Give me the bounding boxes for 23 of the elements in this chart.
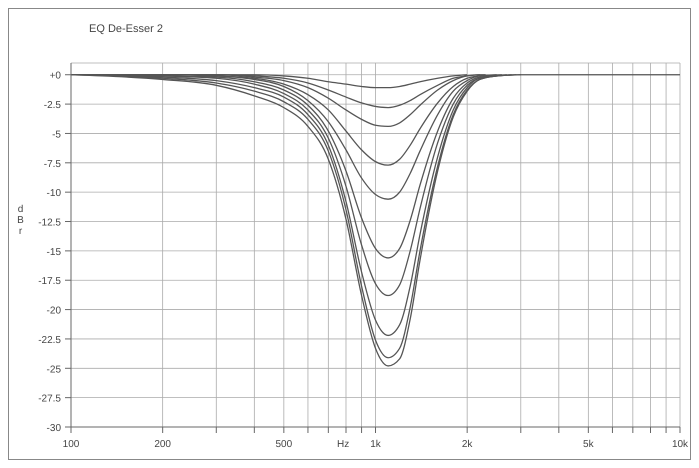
chart-title: EQ De-Esser 2: [89, 23, 163, 35]
y-tick-label: -2.5: [44, 100, 62, 112]
x-tick-label: 500: [275, 439, 293, 450]
y-tick-label: -20: [46, 306, 62, 317]
y-axis-title: dBr: [15, 204, 26, 237]
y-tick-label: -10: [46, 188, 62, 200]
x-tick-label: 5k: [583, 439, 595, 450]
y-tick-label: +0: [50, 70, 62, 82]
x-tick-label: 1k: [370, 439, 382, 450]
x-tick-label: 10k: [672, 439, 690, 450]
y-tick-label: -12.5: [38, 218, 62, 229]
y-tick-label: -5: [52, 129, 62, 140]
x-tick-label: 200: [154, 439, 172, 450]
y-tick-label: -17.5: [38, 276, 62, 288]
y-tick-label: -15: [46, 246, 62, 258]
x-tick-label: 100: [62, 439, 80, 450]
x-axis-title: Hz: [337, 439, 350, 450]
y-tick-label: -22.5: [38, 334, 62, 346]
y-tick-label: -27.5: [38, 394, 62, 405]
x-tick-label: 2k: [462, 439, 474, 450]
y-tick-label: -30: [46, 423, 62, 434]
y-tick-label: -7.5: [44, 158, 62, 170]
y-tick-label: -25: [46, 364, 62, 376]
